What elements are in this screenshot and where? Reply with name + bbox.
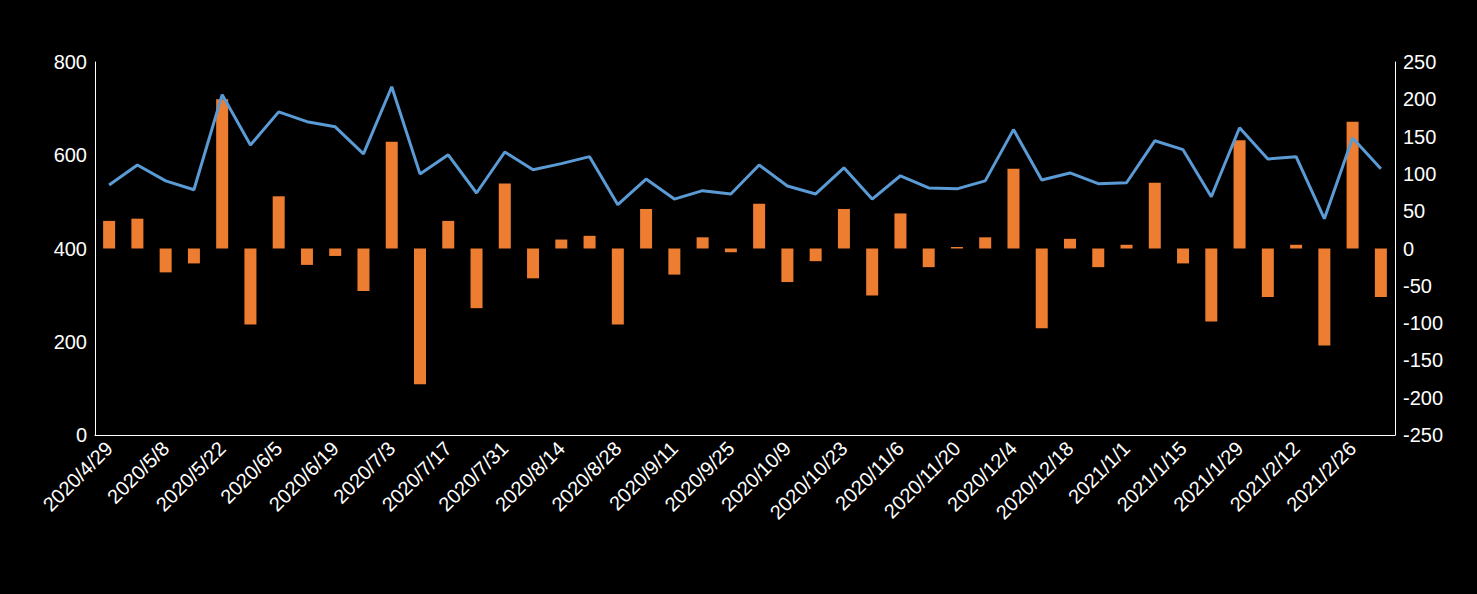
svg-text:2020/5/8: 2020/5/8 xyxy=(102,437,174,508)
svg-text:-50: -50 xyxy=(1403,275,1432,297)
svg-text:2021/2/26: 2021/2/26 xyxy=(1282,437,1360,515)
svg-text:200: 200 xyxy=(1403,88,1436,110)
svg-text:2020/10/9: 2020/10/9 xyxy=(716,437,796,516)
svg-text:2020/7/31: 2020/7/31 xyxy=(434,437,513,516)
svg-text:2020/6/5: 2020/6/5 xyxy=(215,437,287,508)
svg-text:250: 250 xyxy=(1403,51,1436,73)
svg-text:2021/1/15: 2021/1/15 xyxy=(1112,437,1191,516)
svg-text:2020/5/22: 2020/5/22 xyxy=(152,437,230,515)
svg-text:2021/1/1: 2021/1/1 xyxy=(1063,437,1135,508)
svg-text:800: 800 xyxy=(54,51,87,73)
svg-text:2020/9/25: 2020/9/25 xyxy=(660,437,739,516)
svg-text:2020/7/17: 2020/7/17 xyxy=(377,437,456,516)
svg-text:0: 0 xyxy=(76,424,87,446)
svg-text:200: 200 xyxy=(54,331,87,353)
svg-text:2020/12/18: 2020/12/18 xyxy=(991,437,1077,523)
svg-text:2020/11/6: 2020/11/6 xyxy=(830,437,909,515)
svg-text:400: 400 xyxy=(54,238,87,260)
svg-text:2020/9/11: 2020/9/11 xyxy=(604,437,683,515)
svg-text:600: 600 xyxy=(54,144,87,166)
svg-text:2020/12/4: 2020/12/4 xyxy=(942,437,1022,516)
svg-text:2020/7/3: 2020/7/3 xyxy=(329,437,400,508)
svg-text:2021/1/29: 2021/1/29 xyxy=(1168,437,1248,516)
svg-text:50: 50 xyxy=(1403,200,1425,222)
svg-text:-250: -250 xyxy=(1403,424,1443,446)
svg-text:2020/11/20: 2020/11/20 xyxy=(879,437,965,523)
svg-text:2020/8/28: 2020/8/28 xyxy=(547,437,626,516)
svg-text:-200: -200 xyxy=(1403,387,1443,409)
svg-text:2020/10/23: 2020/10/23 xyxy=(765,437,851,523)
svg-text:2020/6/19: 2020/6/19 xyxy=(265,437,343,515)
svg-text:150: 150 xyxy=(1403,126,1436,148)
svg-text:-100: -100 xyxy=(1403,312,1443,334)
svg-text:-150: -150 xyxy=(1403,349,1443,371)
svg-text:0: 0 xyxy=(1403,238,1414,260)
svg-text:2020/4/29: 2020/4/29 xyxy=(38,437,116,515)
svg-text:100: 100 xyxy=(1403,163,1436,185)
svg-text:2020/8/14: 2020/8/14 xyxy=(490,437,570,516)
svg-text:2021/2/12: 2021/2/12 xyxy=(1225,437,1304,516)
